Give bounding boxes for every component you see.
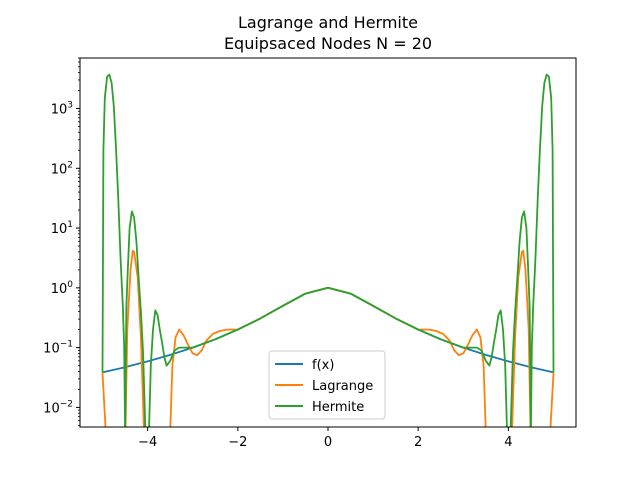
legend-box: [268, 350, 386, 420]
y-tick-label: 10−2: [43, 399, 73, 416]
x-tick-label: 0: [324, 435, 332, 450]
y-tick-label: 103: [51, 101, 73, 118]
legend: f(x) Lagrange Hermite: [268, 350, 386, 420]
legend-label-1: f(x): [312, 358, 334, 373]
y-tick-label: 10−1: [43, 340, 73, 357]
x-tick-label: 2: [414, 435, 422, 450]
y-tick-label: 102: [51, 160, 73, 177]
legend-label-2: Lagrange: [312, 379, 373, 394]
x-tick-label: 4: [504, 435, 512, 450]
chart-title: Lagrange and Hermite: [238, 13, 418, 32]
x-tick-label: −4: [138, 435, 157, 450]
y-axis: 10−2 10−1 100 101 102 103: [43, 57, 80, 426]
series-line-3: [101, 73, 555, 427]
x-tick-label: −2: [228, 435, 247, 450]
y-tick-label: 100: [51, 280, 74, 297]
y-tick-label: 101: [51, 220, 73, 237]
series-layer: [101, 73, 555, 427]
chart-subtitle: Equipsaced Nodes N = 20: [224, 34, 432, 53]
x-axis: −4 −2 0 2 4: [138, 427, 513, 450]
legend-label-3: Hermite: [312, 400, 364, 415]
